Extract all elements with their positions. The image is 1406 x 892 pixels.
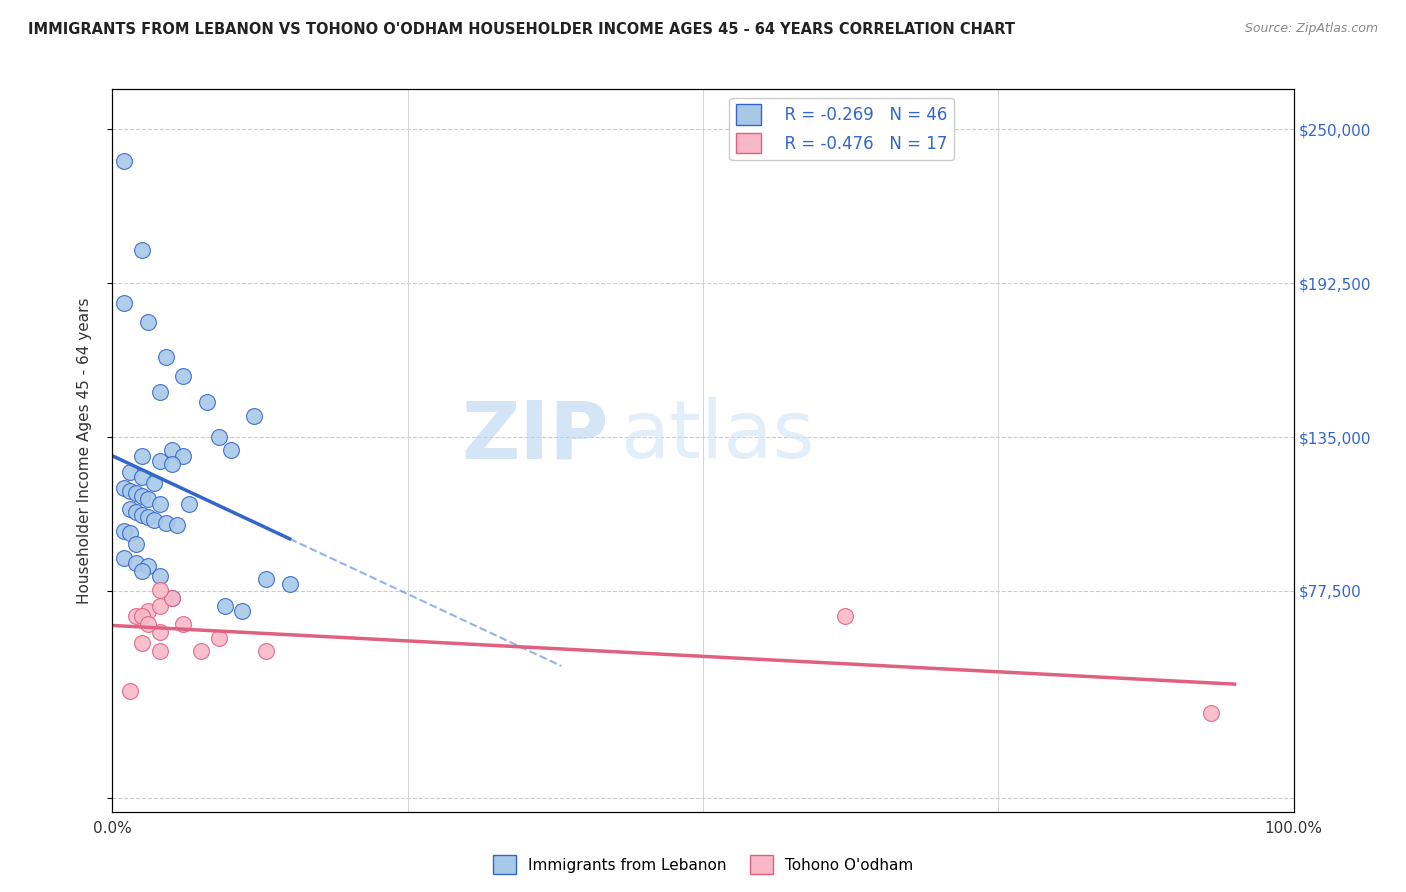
Point bbox=[214, 599, 236, 613]
Point bbox=[136, 315, 159, 329]
Text: atlas: atlas bbox=[620, 397, 814, 475]
Point bbox=[125, 505, 148, 519]
Point bbox=[131, 489, 153, 503]
Point bbox=[155, 350, 177, 364]
Point bbox=[166, 518, 188, 533]
Text: ZIP: ZIP bbox=[461, 397, 609, 475]
Point bbox=[142, 513, 165, 527]
Point bbox=[149, 569, 172, 583]
Point bbox=[131, 470, 153, 484]
Text: Source: ZipAtlas.com: Source: ZipAtlas.com bbox=[1244, 22, 1378, 36]
Point bbox=[112, 154, 135, 169]
Point bbox=[125, 537, 148, 551]
Point bbox=[112, 550, 135, 565]
Point bbox=[208, 631, 231, 645]
Point bbox=[112, 524, 135, 538]
Point bbox=[190, 644, 212, 658]
Legend: Immigrants from Lebanon, Tohono O'odham: Immigrants from Lebanon, Tohono O'odham bbox=[486, 849, 920, 880]
Point bbox=[160, 591, 183, 605]
Point bbox=[142, 475, 165, 490]
Point bbox=[136, 510, 159, 524]
Point bbox=[834, 609, 856, 624]
Point bbox=[208, 430, 231, 444]
Point bbox=[120, 684, 142, 698]
Point bbox=[136, 558, 159, 573]
Point bbox=[231, 604, 253, 618]
Point bbox=[131, 243, 153, 257]
Point bbox=[219, 443, 242, 458]
Point bbox=[112, 296, 135, 310]
Point bbox=[172, 449, 194, 463]
Point bbox=[125, 556, 148, 570]
Point bbox=[131, 449, 153, 463]
Point bbox=[131, 609, 153, 624]
Point bbox=[149, 599, 172, 613]
Point bbox=[254, 572, 277, 586]
Text: IMMIGRANTS FROM LEBANON VS TOHONO O'ODHAM HOUSEHOLDER INCOME AGES 45 - 64 YEARS : IMMIGRANTS FROM LEBANON VS TOHONO O'ODHA… bbox=[28, 22, 1015, 37]
Point bbox=[112, 481, 135, 495]
Point bbox=[149, 582, 172, 597]
Point bbox=[125, 486, 148, 500]
Point bbox=[136, 604, 159, 618]
Y-axis label: Householder Income Ages 45 - 64 years: Householder Income Ages 45 - 64 years bbox=[77, 297, 91, 604]
Point bbox=[160, 443, 183, 458]
Point bbox=[131, 564, 153, 578]
Point bbox=[136, 617, 159, 632]
Point bbox=[131, 636, 153, 650]
Point bbox=[149, 497, 172, 511]
Point bbox=[149, 384, 172, 399]
Point bbox=[136, 491, 159, 506]
Point bbox=[131, 508, 153, 522]
Point bbox=[172, 368, 194, 383]
Point bbox=[160, 591, 183, 605]
Point bbox=[125, 609, 148, 624]
Point bbox=[1199, 706, 1222, 720]
Point bbox=[160, 457, 183, 471]
Point bbox=[179, 497, 201, 511]
Point bbox=[120, 483, 142, 498]
Point bbox=[120, 502, 142, 516]
Point bbox=[120, 465, 142, 479]
Point bbox=[149, 454, 172, 468]
Point bbox=[278, 577, 301, 591]
Legend:   R = -0.269   N = 46,   R = -0.476   N = 17: R = -0.269 N = 46, R = -0.476 N = 17 bbox=[730, 97, 955, 160]
Point bbox=[243, 409, 266, 423]
Point bbox=[149, 625, 172, 640]
Point bbox=[149, 644, 172, 658]
Point bbox=[120, 526, 142, 541]
Point bbox=[172, 617, 194, 632]
Point bbox=[254, 644, 277, 658]
Point bbox=[195, 395, 218, 409]
Point bbox=[155, 516, 177, 530]
